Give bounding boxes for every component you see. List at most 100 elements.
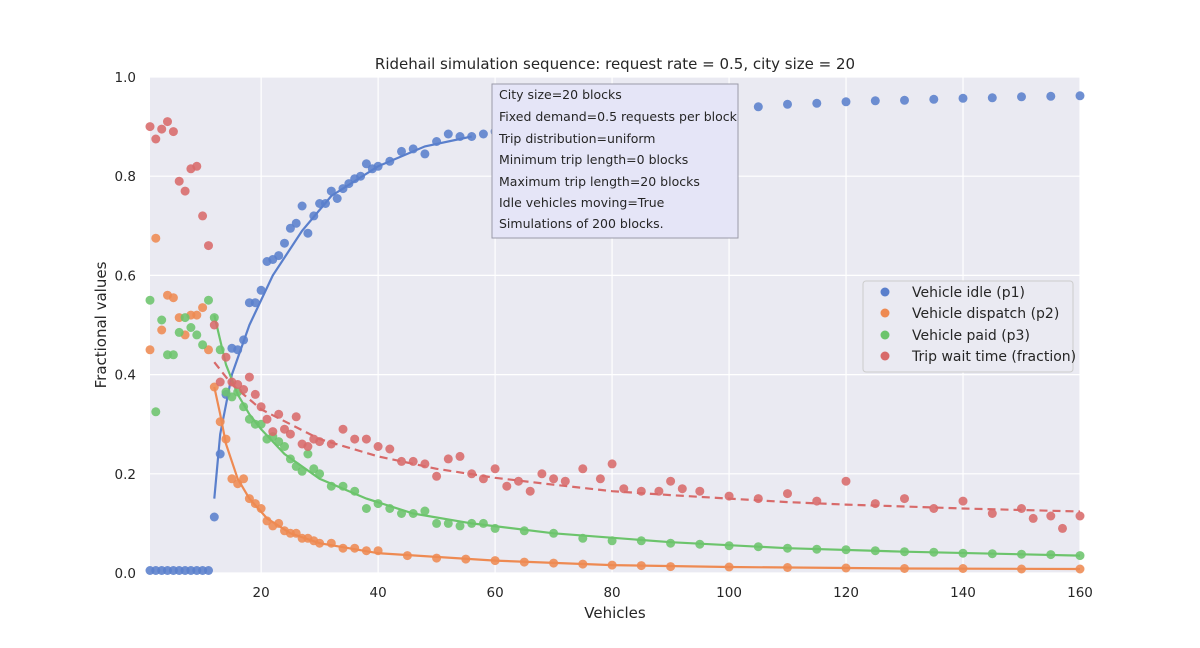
data-point-wait	[607, 459, 617, 469]
annotation-line: Simulations of 200 blocks.	[499, 216, 664, 231]
y-tick-label: 0.6	[115, 268, 136, 284]
data-point-paid	[157, 315, 167, 325]
data-point-paid	[636, 536, 646, 546]
data-point-paid	[870, 546, 880, 556]
data-point-idle	[297, 201, 307, 211]
data-point-dispatch	[215, 417, 225, 427]
data-point-dispatch	[168, 293, 178, 303]
data-point-wait	[525, 486, 535, 496]
data-point-wait	[900, 494, 909, 504]
x-tick-label: 140	[950, 585, 976, 601]
data-point-wait	[455, 451, 465, 461]
data-points	[145, 91, 1085, 575]
data-point-paid	[519, 526, 529, 536]
data-point-dispatch	[233, 479, 243, 489]
data-point-idle	[432, 137, 442, 146]
chart-title: Ridehail simulation sequence: request ra…	[375, 55, 855, 73]
data-point-paid	[408, 509, 418, 518]
x-tick-label: 40	[370, 585, 387, 601]
data-point-idle	[753, 102, 763, 112]
data-point-idle	[274, 251, 284, 261]
data-point-paid	[455, 521, 465, 531]
data-point-wait	[724, 491, 734, 501]
data-point-dispatch	[151, 233, 161, 243]
data-point-wait	[443, 454, 453, 464]
data-point-wait	[666, 476, 676, 486]
data-point-dispatch	[239, 474, 249, 484]
data-point-idle	[338, 184, 348, 194]
data-point-paid	[783, 543, 792, 553]
data-point-wait	[397, 456, 406, 466]
y-tick-label: 0.4	[115, 368, 136, 384]
data-point-idle	[987, 93, 997, 103]
data-point-dispatch	[1075, 564, 1085, 574]
data-point-paid	[1046, 550, 1056, 560]
data-point-dispatch	[402, 551, 412, 561]
data-point-paid	[578, 533, 588, 543]
data-point-wait	[432, 471, 442, 481]
data-point-wait	[157, 124, 167, 134]
data-point-paid	[1017, 549, 1026, 559]
y-tick-label: 0.0	[115, 566, 136, 582]
data-point-paid	[186, 323, 196, 332]
data-point-wait	[502, 481, 512, 491]
data-point-paid	[666, 538, 676, 548]
data-point-paid	[841, 545, 851, 555]
data-point-dispatch	[1017, 564, 1026, 574]
data-point-paid	[490, 523, 500, 533]
fit-curve-wait	[213, 361, 1081, 513]
data-point-idle	[420, 149, 430, 159]
y-axis-label: Fractional values	[92, 261, 110, 388]
data-point-paid	[812, 544, 822, 554]
data-point-dispatch	[350, 543, 360, 553]
data-point-idle	[783, 99, 792, 109]
data-point-idle	[250, 298, 260, 308]
y-tick-label: 0.8	[115, 169, 136, 185]
data-point-wait	[256, 402, 266, 412]
data-point-wait	[285, 429, 295, 439]
x-tick-label: 60	[487, 585, 504, 601]
data-point-idle	[841, 97, 851, 107]
data-point-wait	[1017, 504, 1026, 513]
data-point-paid	[168, 350, 178, 360]
data-point-idle	[256, 285, 266, 295]
legend-label-idle: Vehicle idle (p1)	[912, 285, 1025, 301]
data-point-dispatch	[361, 546, 371, 556]
legend-label-dispatch: Vehicle dispatch (p2)	[912, 306, 1059, 322]
data-point-dispatch	[145, 345, 155, 355]
data-point-wait	[929, 504, 939, 513]
data-point-wait	[695, 486, 705, 496]
data-point-wait	[385, 444, 395, 454]
data-point-wait	[595, 474, 605, 484]
data-point-paid	[695, 539, 705, 549]
data-point-wait	[958, 496, 968, 506]
data-point-paid	[432, 518, 442, 528]
data-point-paid	[753, 542, 763, 552]
data-point-paid	[303, 449, 313, 459]
data-point-dispatch	[461, 554, 471, 564]
annotation-line: Minimum trip length=0 blocks	[499, 152, 688, 167]
data-point-paid	[724, 541, 734, 551]
legend-label-paid: Vehicle paid (p3)	[912, 328, 1030, 344]
data-point-paid	[467, 518, 477, 528]
data-point-paid	[285, 454, 295, 464]
data-point-paid	[315, 469, 325, 479]
data-point-paid	[280, 442, 289, 451]
data-point-paid	[900, 547, 909, 557]
data-point-wait	[467, 469, 477, 479]
annotation-line: Maximum trip length=20 blocks	[499, 174, 700, 189]
data-point-dispatch	[209, 382, 219, 392]
annotation-line: Trip distribution=uniform	[498, 131, 656, 146]
data-point-wait	[174, 176, 184, 186]
data-point-wait	[560, 476, 570, 486]
data-point-wait	[198, 211, 208, 221]
data-point-wait	[636, 486, 646, 496]
x-axis-label: Vehicles	[584, 604, 646, 622]
data-point-wait	[274, 409, 284, 419]
data-point-wait	[350, 434, 360, 444]
fit-curve-idle	[213, 135, 472, 499]
data-point-paid	[180, 313, 190, 323]
data-point-dispatch	[958, 564, 968, 573]
data-point-wait	[578, 464, 588, 474]
